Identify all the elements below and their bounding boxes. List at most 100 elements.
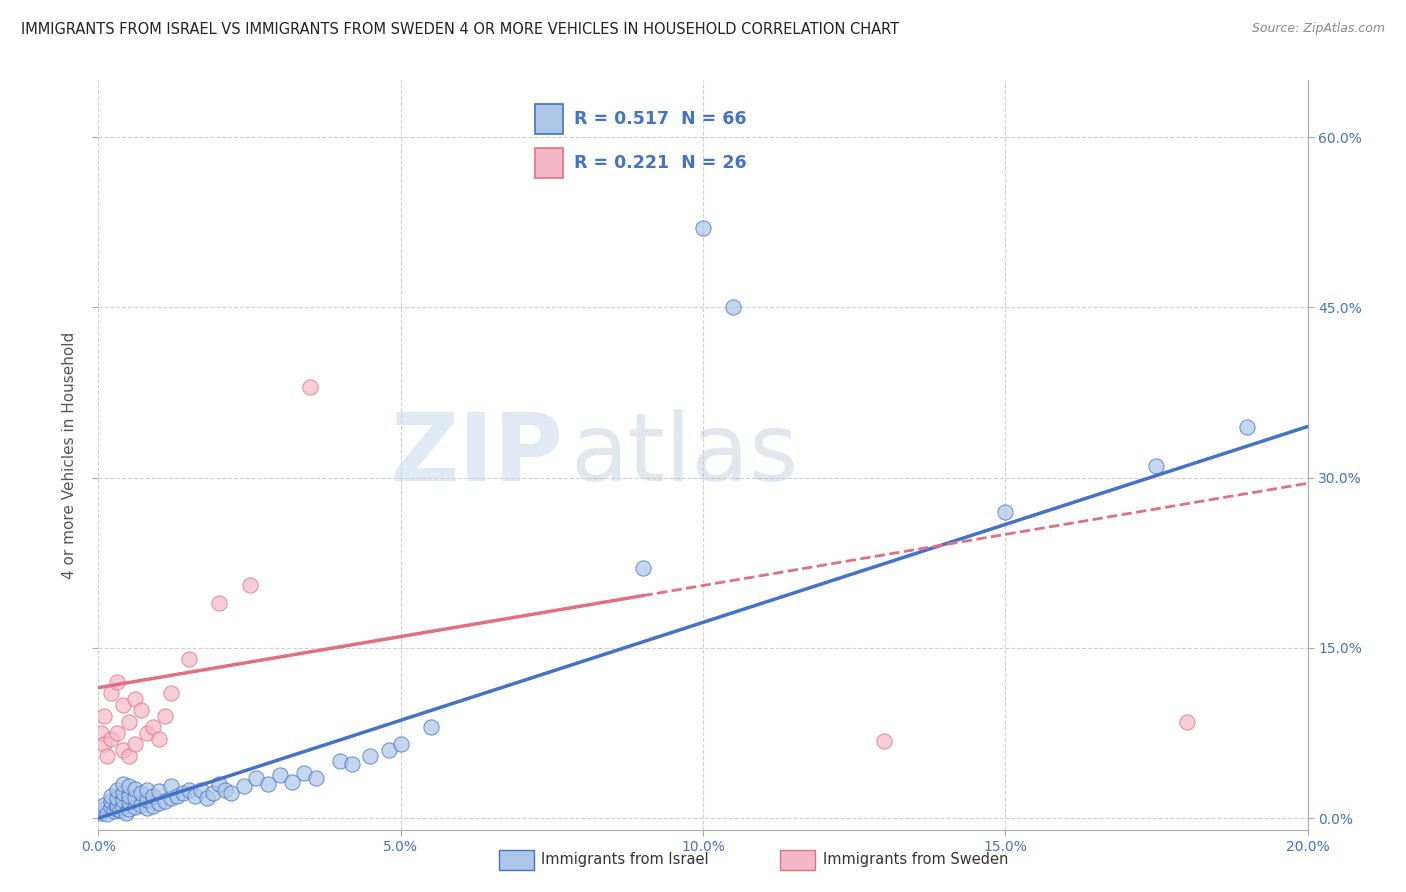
Point [129,703,152,717]
Point [105,802,128,816]
Point [179,652,201,666]
Point [723,301,745,315]
Point [148,784,170,798]
Point [105,797,128,812]
Point [118,789,141,803]
Point [239,578,262,592]
Point [153,794,176,808]
Point [256,777,278,791]
Point [208,777,231,791]
Point [124,800,146,814]
Point [305,772,328,786]
Y-axis label: 4 or more Vehicles in Household: 4 or more Vehicles in Household [62,331,77,579]
Text: Immigrants from Sweden: Immigrants from Sweden [823,853,1008,867]
Point [1236,419,1258,434]
Point [160,780,183,794]
Point [360,748,382,763]
Point [114,805,136,820]
Point [111,800,134,814]
Point [124,781,146,796]
Point [195,790,218,805]
Point [153,709,176,723]
Point [179,782,201,797]
Point [184,789,207,803]
Text: Immigrants from Israel: Immigrants from Israel [541,853,709,867]
Point [1144,459,1167,474]
Text: ZIP: ZIP [391,409,564,501]
Point [166,789,188,803]
Point [232,780,254,794]
Point [90,805,112,820]
Point [142,798,165,813]
Point [105,675,128,690]
Point [118,795,141,809]
Point [124,790,146,805]
Point [299,380,322,394]
Point [105,782,128,797]
Point [124,692,146,706]
Text: Source: ZipAtlas.com: Source: ZipAtlas.com [1251,22,1385,36]
Text: R = 0.517  N = 66: R = 0.517 N = 66 [574,110,747,128]
Point [994,505,1017,519]
Point [90,726,112,740]
Point [111,743,134,757]
Point [160,790,183,805]
Point [111,777,134,791]
Point [135,782,157,797]
Point [105,790,128,805]
Point [135,801,157,815]
Text: IMMIGRANTS FROM ISRAEL VS IMMIGRANTS FROM SWEDEN 4 OR MORE VEHICLES IN HOUSEHOLD: IMMIGRANTS FROM ISRAEL VS IMMIGRANTS FRO… [21,22,900,37]
Point [221,786,243,800]
Point [108,803,131,817]
Point [281,775,304,789]
Point [100,794,122,808]
Point [1175,714,1198,729]
Point [129,797,152,812]
Point [111,793,134,807]
Point [269,768,291,782]
Point [100,731,122,746]
Point [100,800,122,814]
Point [100,686,122,700]
Point [129,786,152,800]
Point [329,755,352,769]
Point [142,720,165,734]
Point [873,734,896,748]
Point [135,793,157,807]
Point [93,738,115,752]
Point [111,698,134,712]
Point [118,780,141,794]
Point [135,726,157,740]
Point [190,782,212,797]
Point [342,756,364,771]
Point [172,786,194,800]
Point [142,789,165,803]
Point [631,561,654,575]
Point [148,731,170,746]
Point [100,789,122,803]
Point [93,709,115,723]
Point [292,765,315,780]
Point [93,802,115,816]
Point [160,686,183,700]
Point [124,738,146,752]
Point [118,802,141,816]
Point [111,786,134,800]
Point [377,743,399,757]
Point [96,748,118,763]
Point [105,726,128,740]
Point [214,782,236,797]
Point [103,805,125,819]
Point [202,786,225,800]
Point [118,714,141,729]
FancyBboxPatch shape [536,148,562,178]
Point [692,220,714,235]
Point [96,806,118,821]
Point [148,797,170,811]
Point [208,595,231,609]
Point [118,748,141,763]
FancyBboxPatch shape [536,104,562,134]
Point [420,720,443,734]
Text: R = 0.221  N = 26: R = 0.221 N = 26 [574,154,747,172]
Point [93,797,115,812]
